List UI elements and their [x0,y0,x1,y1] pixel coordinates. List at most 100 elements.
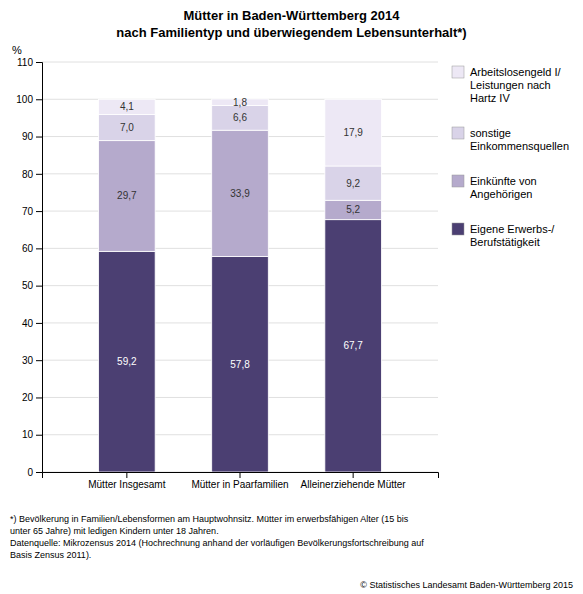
legend-label: Eigene Erwerbs-/Berufstätigkeit [470,223,555,248]
legend-item: sonstigeEinkommensquellen [452,127,569,152]
data-label: 1,8 [233,97,247,108]
y-tick: 110 [17,57,42,68]
y-tick: 90 [22,131,42,142]
legend-swatch [452,175,464,187]
grid-line [42,62,438,63]
legend-item: Arbeitslosengeld I/Leistungen nachHartz … [452,66,561,104]
x-tick-mark [353,472,354,478]
data-label: 59,2 [117,356,137,367]
y-tick-label: 60 [22,243,34,254]
y-tick-label: 20 [22,392,34,403]
y-tick-label: 80 [22,169,34,180]
y-tick-label: 90 [22,131,34,142]
y-tick-mark [36,211,42,212]
chart: Mütter in Baden-Württemberg 2014 nach Fam… [0,0,583,594]
footnote: Datenquelle: Mikrozensus 2014 (Hochrechn… [10,538,424,548]
legend-swatch [452,66,464,78]
plot: 59,2 57,8 67,7 29,7 33,9 5,2 7,0 6,6 9,2 4,1 1,8 17… [12,44,439,490]
y-tick-label: 50 [22,280,34,291]
data-label: 17,9 [343,127,363,138]
data-label: 5,2 [346,204,360,215]
legend: Arbeitslosengeld I/Leistungen nachHartz … [452,66,569,248]
title: Mütter in Baden-Württemberg 2014 [184,8,401,23]
y-tick: 70 [22,206,42,217]
y-axis: 0 10 20 30 40 50 60 70 80 90 100 110 [16,57,42,478]
data-labels: 59,2 57,8 67,7 29,7 33,9 5,2 7,0 6,6 9,2 4,1 1,8 17… [117,97,363,370]
legend-label: Arbeitslosengeld I/Leistungen nachHartz … [470,66,561,104]
grid [42,62,438,472]
bars [99,99,382,472]
y-tick-label: 0 [27,467,33,478]
y-tick: 30 [22,355,42,366]
legend-swatch [452,127,464,139]
bar-segment [325,220,382,472]
y-tick: 80 [22,169,42,180]
data-label: 9,2 [346,178,360,189]
copyright: © Statistisches Landesamt Baden-Württemb… [360,580,573,590]
footnote: *) Bevölkerung in Familien/Lebensformen … [10,514,409,524]
y-tick: 0 [27,467,42,478]
y-tick-mark [36,435,42,436]
y-tick: 20 [22,392,42,403]
x-tick-label: Mütter in Paarfamilien [191,479,288,490]
y-tick: 10 [22,429,42,440]
data-label: 29,7 [117,190,137,201]
x-tick: Mütter Insgesamt [88,472,165,490]
legend-label: Einkünfte vonAngehörigen [470,175,537,200]
bar-segment [325,166,382,200]
footnote: unter 65 Jahre) mit ledigen Kindern unte… [10,526,219,536]
bar-segment [99,99,156,114]
y-tick-label: 30 [22,355,34,366]
y-tick: 40 [22,318,42,329]
data-label: 67,7 [343,340,363,351]
bar-segment [99,115,156,141]
y-tick-label: 100 [16,94,33,105]
bar-segment [325,99,382,166]
bar-segment [212,130,269,256]
footnote: Basis Zensus 2011). [10,550,91,560]
bar-segment [212,106,269,131]
y-tick-mark [36,286,42,287]
y-tick-label: 110 [17,57,33,68]
x-tick: Alleinerziehende Mütter [301,472,407,490]
legend-item: Eigene Erwerbs-/Berufstätigkeit [452,223,555,248]
x-tick-mark [126,472,127,478]
data-label: 57,8 [230,359,250,370]
data-label: 6,6 [233,112,247,123]
data-label: 7,0 [120,122,134,133]
y-tick-mark [36,137,42,138]
y-axis-label: % [12,44,22,56]
x-tick-label: Alleinerziehende Mütter [301,479,407,490]
x-axis: Mütter Insgesamt Mütter in Paarfamilien Al… [43,472,439,490]
data-label: 4,1 [120,101,134,112]
x-tick: Mütter in Paarfamilien [191,472,288,490]
y-tick: 60 [22,243,42,254]
data-label: 33,9 [230,188,250,199]
y-tick-label: 70 [22,206,34,217]
legend-item: Einkünfte vonAngehörigen [452,175,537,200]
y-tick-mark [36,62,42,63]
y-tick-mark [36,397,42,398]
x-tick-mark [240,472,241,478]
bar-segment [212,257,269,472]
y-tick-mark [36,248,42,249]
x-tick-label: Mütter Insgesamt [88,479,165,490]
x-axis-line [43,473,439,479]
y-tick-label: 40 [22,318,34,329]
legend-swatch [452,223,464,235]
bar-segment [325,200,382,219]
y-tick-mark [36,360,42,361]
y-tick: 100 [16,94,42,105]
y-tick-mark [36,472,42,473]
y-tick-label: 10 [22,429,34,440]
y-axis-line [36,63,43,473]
subtitle: nach Familientyp und überwiegendem Leben… [116,25,466,40]
y-tick-mark [36,323,42,324]
y-tick-mark [36,174,42,175]
y-tick-mark [36,99,42,100]
legend-label: sonstigeEinkommensquellen [470,127,569,152]
footnotes: *) Bevölkerung in Familien/Lebensformen … [10,514,424,560]
bar-segment [99,141,156,252]
bar-segment [99,251,156,472]
y-tick: 50 [22,280,42,291]
